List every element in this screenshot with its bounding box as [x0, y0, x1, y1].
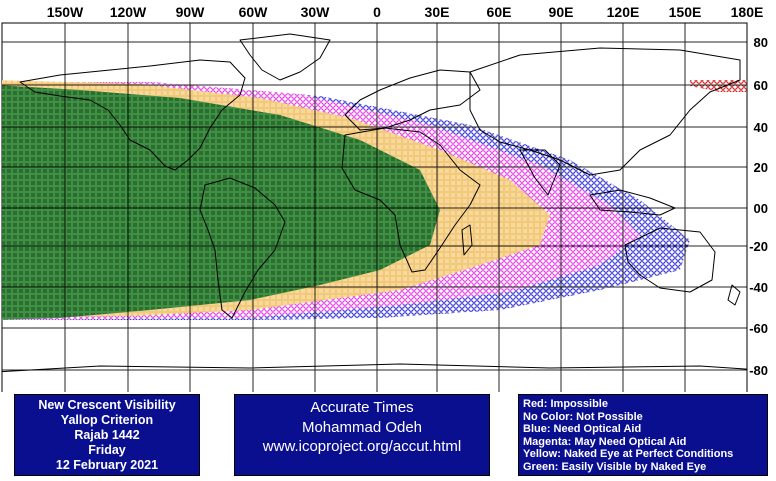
latitude-label: -20: [749, 239, 768, 254]
latitude-label: 20: [754, 160, 768, 175]
longitude-label: 120E: [607, 4, 640, 20]
legend-blue: Blue: Need Optical Aid: [523, 423, 642, 435]
latitude-label: -60: [749, 321, 768, 336]
latitude-labels: 80 60 40 20 00 -20 -40 -60 -80: [749, 35, 768, 378]
visibility-map: 150W 120W 90W 60W 30W 0 30E 60E 90E 120E 150E 180E …: [1, 4, 768, 392]
longitude-label: 150W: [47, 4, 84, 20]
latitude-label: 40: [754, 120, 768, 135]
latitude-label: 80: [754, 35, 768, 50]
info-title: New Crescent Visibility: [38, 398, 176, 412]
longitude-label: 90W: [176, 4, 206, 20]
longitude-label: 60W: [239, 4, 269, 20]
info-month: Rajab 1442: [74, 428, 140, 442]
coastlines: [2, 33, 747, 373]
graticule: [2, 23, 747, 392]
longitude-label: 120W: [110, 4, 147, 20]
credit-panel: Accurate Times Mohammad Odeh www.icoproj…: [234, 394, 490, 476]
latitude-label: -40: [749, 280, 768, 295]
info-date: 12 February 2021: [55, 458, 159, 472]
latitude-label: 00: [754, 201, 768, 216]
latitude-label: 60: [754, 78, 768, 93]
longitude-label: 180E: [731, 4, 764, 20]
longitude-label: 0: [373, 4, 381, 20]
longitude-label: 90E: [549, 4, 574, 20]
legend-magenta: Magenta: May Need Optical Aid: [523, 435, 687, 448]
legend-green: Green: Easily Visible by Naked Eye: [523, 460, 707, 473]
info-criterion: Yallop Criterion: [60, 413, 154, 427]
credit-program: Accurate Times: [310, 399, 414, 416]
longitude-label: 30E: [425, 4, 450, 20]
legend-panel: Red: Impossible No Color: Not Possible B…: [518, 394, 768, 476]
longitude-labels: 150W 120W 90W 60W 30W 0 30E 60E 90E 120E 150E 180E: [47, 4, 764, 20]
longitude-label: 60E: [487, 4, 512, 20]
longitude-label: 30W: [301, 4, 331, 20]
legend-yellow: Yellow: Naked Eye at Perfect Conditions: [523, 448, 734, 460]
longitude-label: 150E: [669, 4, 702, 20]
zone-green: [2, 85, 440, 320]
latitude-label: -80: [749, 363, 768, 378]
credit-url[interactable]: www.icoproject.org/accut.html: [262, 438, 462, 455]
credit-author: Mohammad Odeh: [301, 418, 423, 436]
legend-red: Red: Impossible: [523, 398, 608, 410]
legend-none: No Color: Not Possible: [523, 410, 643, 423]
info-weekday: Friday: [88, 443, 126, 457]
info-panel: New Crescent Visibility Yallop Criterion…: [14, 394, 200, 476]
